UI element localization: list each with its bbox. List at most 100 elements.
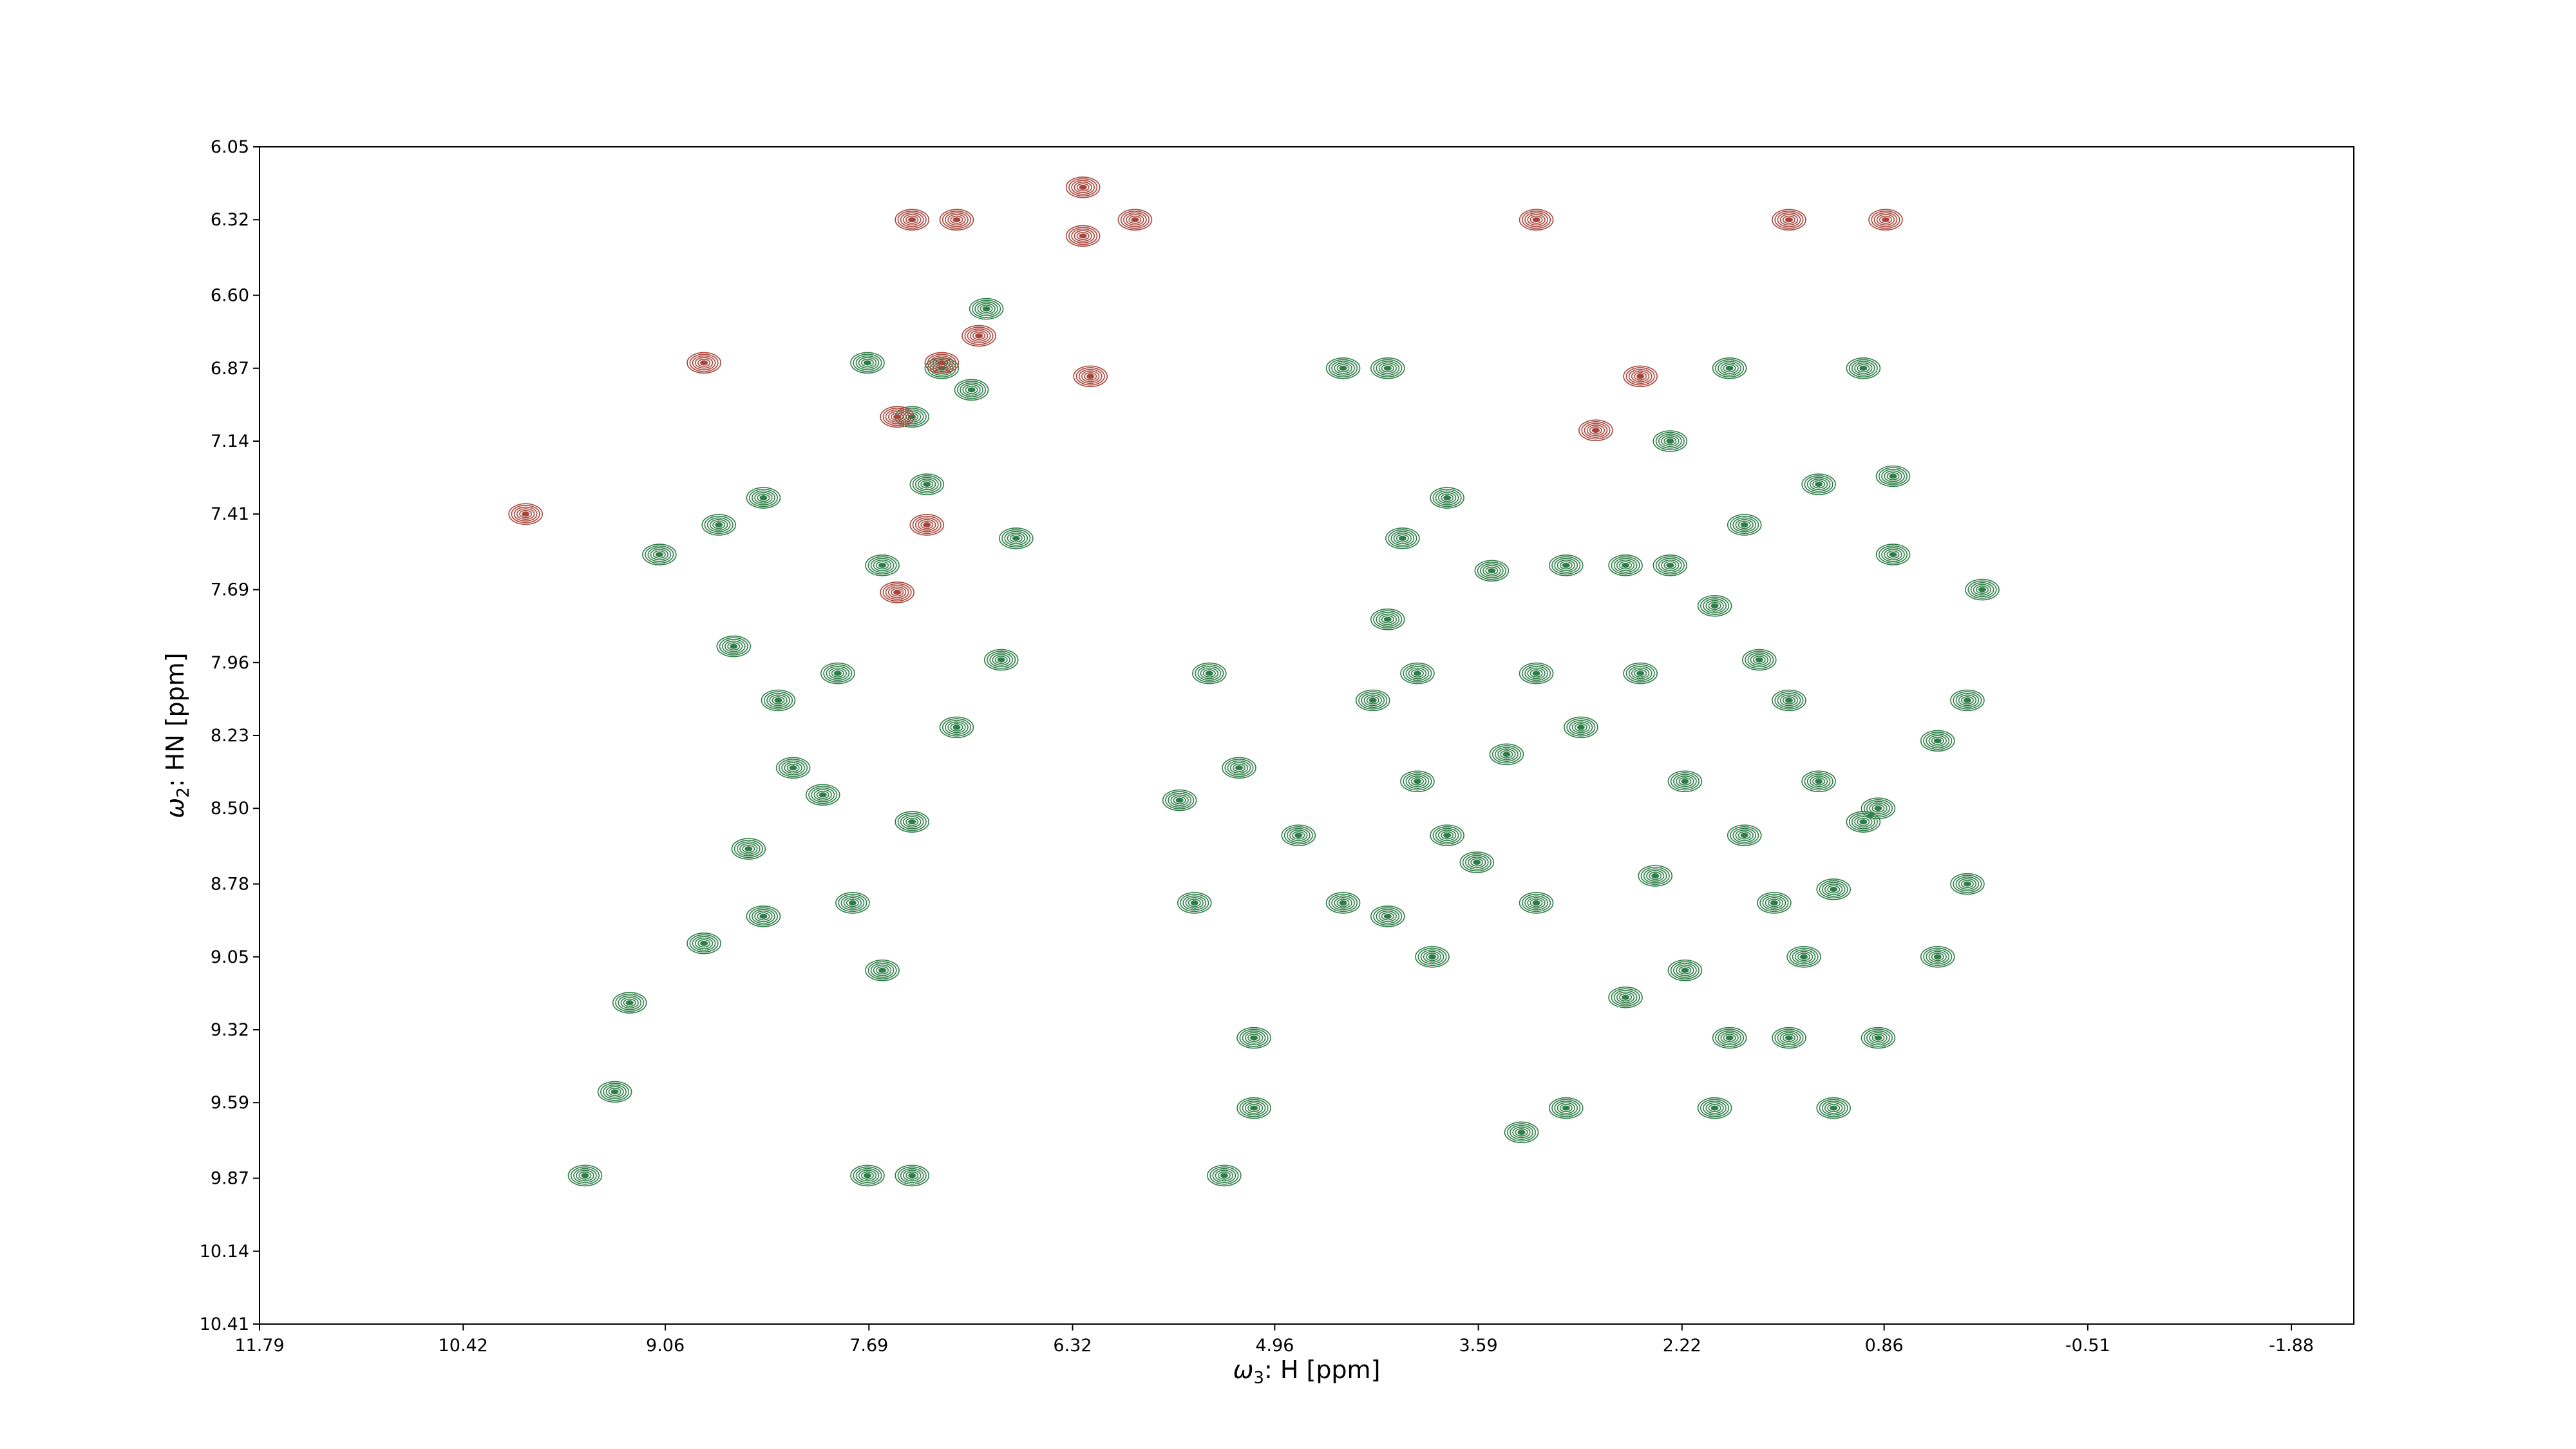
positive-contour-level <box>1334 362 1352 374</box>
positive-contour-level <box>1661 435 1680 447</box>
positive-peak <box>1489 743 1524 766</box>
positive-contour-level <box>650 549 669 561</box>
positive-peak <box>1548 554 1584 576</box>
negative-contour-level <box>687 352 721 374</box>
positive-contour-level <box>1869 802 1888 815</box>
positive-contour-level <box>1393 532 1412 544</box>
positive-contour-level <box>1953 691 1982 710</box>
negative-contour-level <box>885 585 909 600</box>
negative-peak-core <box>1131 217 1139 223</box>
positive-peak-core <box>908 1173 916 1179</box>
positive-contour-level <box>992 654 1010 666</box>
positive-contour-level <box>1741 649 1777 671</box>
positive-contour-level <box>1869 1032 1888 1044</box>
positive-contour-level <box>1381 912 1394 921</box>
negative-contour-level <box>945 212 969 227</box>
positive-peak <box>1667 770 1703 793</box>
positive-contour-level <box>1370 357 1405 379</box>
positive-contour-level <box>1866 1030 1890 1046</box>
positive-contour-level <box>603 1084 627 1100</box>
positive-contour-level <box>1551 556 1581 575</box>
positive-contour-level <box>1489 743 1524 766</box>
positive-contour-level <box>567 1164 603 1187</box>
positive-contour-level <box>1819 1099 1848 1117</box>
positive-peak <box>820 662 855 685</box>
positive-contour-level <box>1212 1168 1236 1184</box>
negative-contour-level <box>909 514 945 536</box>
positive-contour-level <box>1415 945 1450 968</box>
positive-peak-core <box>789 765 797 771</box>
positive-peak-core <box>1859 819 1868 825</box>
positive-contour-level <box>612 992 647 1014</box>
positive-contour-level <box>1672 963 1697 978</box>
positive-peak-core <box>1770 900 1778 905</box>
positive-contour-level <box>701 514 736 536</box>
positive-contour-level <box>1767 898 1781 907</box>
positive-peak-core <box>1815 482 1823 488</box>
positive-contour-level <box>914 477 939 492</box>
positive-contour-level <box>1878 467 1908 486</box>
negative-contour-level <box>967 328 991 344</box>
positive-contour-level <box>1363 694 1382 706</box>
positive-contour-level <box>811 787 835 802</box>
positive-contour-level <box>1373 610 1403 629</box>
positive-contour-level <box>1229 762 1249 774</box>
positive-peak-core <box>848 900 857 905</box>
y-tick-label: 9.59 <box>211 1093 249 1113</box>
contour-layer <box>508 176 2000 1187</box>
positive-contour-level <box>1827 1104 1841 1112</box>
negative-peak-core <box>1785 217 1793 223</box>
positive-contour-level <box>1667 770 1703 793</box>
negative-contour-level <box>1519 209 1554 231</box>
positive-contour-level <box>1376 361 1400 376</box>
positive-peak <box>954 379 989 401</box>
negative-contour-level <box>927 354 956 372</box>
negative-contour-level <box>1868 209 1903 231</box>
positive-contour-level <box>1727 824 1762 846</box>
positive-contour-level <box>813 789 832 801</box>
positive-contour-level <box>1485 566 1499 575</box>
positive-contour-level <box>1884 549 1902 561</box>
positive-peak-core <box>1339 365 1347 371</box>
positive-contour-level <box>918 478 936 491</box>
positive-contour-level <box>870 963 895 978</box>
positive-contour-level <box>1955 692 1980 708</box>
positive-contour-level <box>1854 816 1873 828</box>
positive-contour-level <box>1007 532 1025 544</box>
positive-contour-level <box>1732 828 1757 843</box>
positive-contour-level <box>727 642 741 651</box>
positive-contour-level <box>808 786 838 804</box>
negative-contour-level <box>914 517 939 533</box>
positive-peak-core <box>1874 806 1882 811</box>
positive-peak <box>1846 811 1881 833</box>
positive-contour-level <box>1247 1104 1261 1112</box>
positive-peak <box>1861 1027 1896 1049</box>
positive-contour-level <box>1878 545 1908 564</box>
positive-contour-level <box>860 359 874 367</box>
positive-contour-level <box>998 527 1034 549</box>
negative-contour-level <box>1076 231 1090 240</box>
positive-contour-level <box>1530 898 1543 907</box>
positive-peak <box>1519 892 1554 914</box>
positive-peak <box>1920 945 1955 968</box>
negative-peak <box>1772 209 1806 231</box>
positive-contour-level <box>1608 986 1643 1009</box>
positive-contour-level <box>752 909 775 924</box>
positive-contour-level <box>1336 898 1350 907</box>
positive-contour-level <box>1703 598 1727 614</box>
positive-contour-level <box>1376 909 1400 924</box>
positive-peak-core <box>1622 562 1630 568</box>
negative-contour-level <box>882 583 912 601</box>
positive-peak <box>1162 789 1197 811</box>
positive-contour-level <box>1715 359 1745 377</box>
positive-contour-level <box>748 488 779 507</box>
positive-contour-level <box>689 934 719 953</box>
negative-contour-level <box>1777 212 1801 227</box>
positive-contour-level <box>1653 430 1688 452</box>
positive-contour-level <box>1708 1104 1721 1112</box>
negative-contour-level <box>1772 209 1806 231</box>
positive-contour-level <box>1385 527 1420 549</box>
negative-contour-level <box>900 212 924 227</box>
positive-peak-core <box>1859 365 1868 371</box>
